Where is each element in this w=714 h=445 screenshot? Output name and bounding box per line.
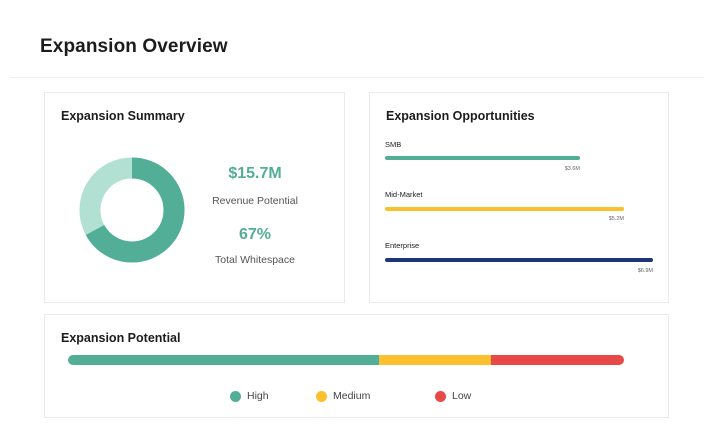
revenue-potential-value: $15.7M [228, 165, 282, 182]
donut-filled-segment [79, 157, 185, 263]
expansion-potential-card: Expansion Potential High Medium Low [44, 314, 669, 418]
opportunity-label-enterprise: Enterprise [385, 241, 420, 250]
header-divider [10, 77, 704, 78]
potential-segment-high [68, 355, 380, 365]
legend-dot-low [435, 390, 446, 402]
legend-item-high: High [230, 390, 269, 402]
revenue-potential-label: Revenue Potential [212, 195, 298, 207]
legend-item-medium: Medium [316, 390, 370, 402]
opportunity-value-mid-market: $5.2M [608, 216, 624, 222]
expansion-potential-bar [68, 355, 624, 365]
expansion-summary-card: Expansion Summary $15.7M Revenue Potenti… [44, 92, 345, 303]
whitespace-donut-chart [79, 157, 185, 263]
page-title: Expansion Overview [40, 36, 228, 57]
expansion-potential-title: Expansion Potential [61, 331, 181, 345]
legend-dot-medium [316, 390, 327, 402]
legend-item-low: Low [435, 390, 471, 402]
potential-segment-low [490, 355, 624, 365]
opportunity-bar-enterprise [385, 258, 653, 262]
opportunity-bar-smb [385, 156, 580, 160]
expansion-opportunities-card: Expansion Opportunities SMB $3.6M Mid-Ma… [369, 92, 669, 303]
opportunity-bar-mid-market [385, 207, 624, 211]
opportunity-value-enterprise: $6.9M [637, 268, 653, 274]
legend-label-high: High [247, 390, 269, 402]
legend-label-low: Low [452, 390, 472, 402]
legend-dot-high [230, 390, 241, 402]
total-whitespace-label: Total Whitespace [215, 254, 295, 266]
expansion-opportunities-title: Expansion Opportunities [386, 109, 535, 123]
opportunity-label-mid-market: Mid-Market [385, 190, 423, 199]
opportunity-label-smb: SMB [385, 140, 402, 149]
expansion-summary-title: Expansion Summary [61, 109, 185, 123]
total-whitespace-value: 67% [238, 226, 272, 243]
opportunity-value-smb: $3.6M [564, 166, 580, 172]
potential-segment-medium [379, 355, 491, 365]
legend-label-medium: Medium [333, 390, 371, 402]
